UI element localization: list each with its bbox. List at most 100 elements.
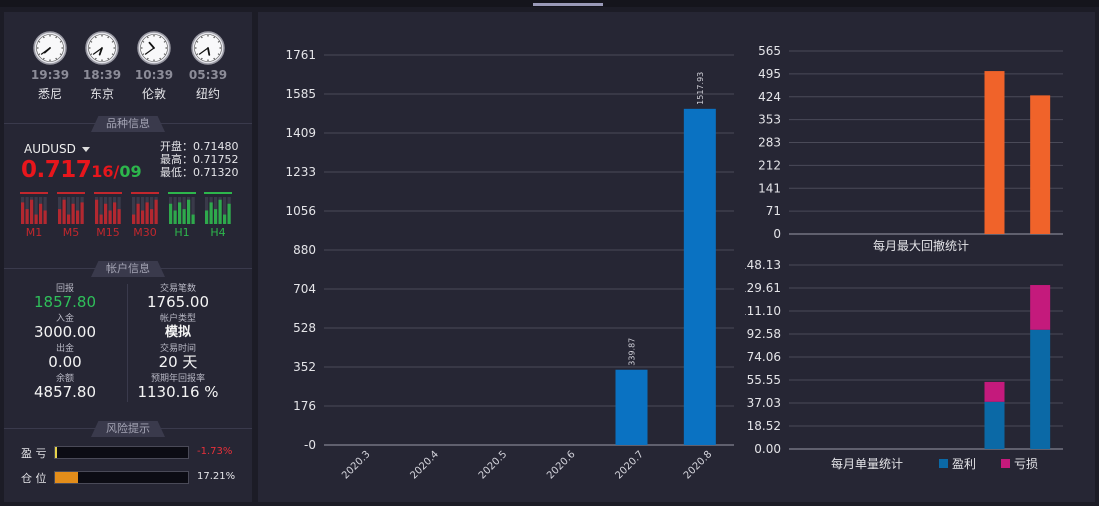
account-stat: 余额 4857.80 bbox=[9, 374, 121, 401]
bar bbox=[984, 71, 1005, 234]
clock-icon bbox=[33, 31, 67, 65]
clock-city: 东京 bbox=[89, 87, 114, 101]
clock-tick bbox=[147, 36, 149, 39]
signal-meter-graphic bbox=[57, 192, 85, 224]
meter-track bbox=[34, 197, 38, 224]
y-tick-label: 55.55 bbox=[747, 373, 781, 387]
meter-level bbox=[218, 199, 222, 224]
ohl-panel: 开盘：0.71480 最高：0.71752 最低：0.71320 bbox=[160, 140, 239, 179]
info-sidebar: 19:39 悉尼 18:39 东京 10:39 伦敦 05:39 纽约 品种信息… bbox=[4, 12, 252, 502]
max-drawdown-chart: 0 71 141 212 283 353 424 495 565 每月最大回撤统计 bbox=[758, 44, 1063, 253]
risk-bar bbox=[54, 446, 189, 459]
bar-盈利 bbox=[1030, 329, 1051, 449]
x-tick-label: 2020.8 bbox=[682, 449, 715, 482]
account-stat: 出金 0.00 bbox=[9, 344, 121, 371]
signal-bars-icon bbox=[167, 192, 197, 224]
meter-level bbox=[30, 199, 34, 224]
section-title-symbol: 品种信息 bbox=[91, 116, 165, 132]
timeframe-meter[interactable]: M1 bbox=[19, 192, 49, 239]
clock-city: 伦敦 bbox=[141, 87, 166, 101]
meter-level bbox=[227, 203, 231, 224]
symbol-selector[interactable]: AUDUSD bbox=[24, 142, 90, 156]
clock-tick bbox=[159, 57, 161, 60]
meter-level bbox=[223, 214, 227, 224]
y-tick-label: 1409 bbox=[285, 126, 316, 140]
chart-title: 每月最大回撤统计 bbox=[873, 238, 969, 253]
clock-hour-hand bbox=[98, 47, 103, 56]
meter-level bbox=[182, 209, 186, 224]
y-tick-label: 111.10 bbox=[745, 304, 781, 318]
clock-tick bbox=[201, 36, 203, 39]
meter-level bbox=[43, 210, 47, 224]
y-tick-label: 1761 bbox=[285, 48, 316, 62]
account-stat: 交易时间 20 天 bbox=[122, 344, 234, 371]
clock-tick bbox=[43, 36, 45, 39]
timeframe-meter[interactable]: H4 bbox=[203, 192, 233, 239]
signal-bars-icon bbox=[130, 192, 160, 224]
clock-time: 05:39 bbox=[188, 68, 228, 82]
risk-value: 17.21% bbox=[197, 471, 236, 482]
chart-title: 每月单量统计 bbox=[831, 456, 903, 471]
meter-top-line bbox=[131, 192, 159, 194]
y-tick-label: 528 bbox=[293, 321, 316, 335]
y-tick-label: 352 bbox=[293, 360, 316, 374]
timeframe-meter[interactable]: M15 bbox=[93, 192, 123, 239]
account-stat: 交易笔数 1765.00 bbox=[122, 284, 234, 311]
risk-bar-fill bbox=[55, 447, 58, 458]
timeframe-meter[interactable]: H1 bbox=[167, 192, 197, 239]
clock-tick bbox=[59, 53, 62, 55]
meter-top-line bbox=[204, 192, 232, 194]
meter-level bbox=[108, 210, 112, 224]
meter-level bbox=[58, 209, 62, 224]
bar bbox=[615, 369, 648, 445]
price-sub2: 09 bbox=[119, 162, 142, 181]
clock-tick bbox=[38, 53, 41, 55]
clock-tick bbox=[201, 57, 203, 60]
signal-meter-graphic bbox=[131, 192, 159, 224]
meter-level bbox=[173, 210, 177, 224]
clock-tick bbox=[217, 53, 220, 55]
meter-level bbox=[150, 209, 154, 224]
clock-tick bbox=[95, 36, 97, 39]
bar bbox=[683, 108, 716, 445]
meter-level bbox=[25, 209, 29, 224]
monthly-order-chart: 0.00 18.52 37.03 55.55 74.06 92.58 111.10 129.6… bbox=[745, 258, 1063, 471]
account-stat-label: 回报 bbox=[55, 284, 74, 294]
price-display: 0.71716/09 bbox=[21, 157, 142, 183]
timeframe-meter[interactable]: M30 bbox=[130, 192, 160, 239]
y-tick-label: -0 bbox=[304, 438, 316, 452]
meter-track bbox=[99, 197, 103, 224]
timeframe-label: M15 bbox=[96, 226, 120, 239]
risk-label: 盈 亏 bbox=[21, 447, 47, 460]
clock-tick bbox=[163, 41, 166, 43]
y-tick-label: 71 bbox=[766, 204, 781, 218]
bar-盈利 bbox=[984, 401, 1005, 449]
clock-icon bbox=[137, 31, 171, 65]
open-price: 开盘：0.71480 bbox=[160, 140, 239, 153]
signal-bars-icon bbox=[203, 192, 233, 224]
clock-tick bbox=[107, 57, 109, 60]
account-stat-value: 0.00 bbox=[48, 353, 82, 371]
clock-city: 纽约 bbox=[195, 87, 220, 101]
signal-meter-graphic bbox=[94, 192, 122, 224]
clock-tick bbox=[38, 41, 41, 43]
price-separator: / bbox=[113, 162, 120, 181]
clock-time: 10:39 bbox=[134, 68, 174, 82]
account-stat-label: 交易笔数 bbox=[159, 284, 196, 294]
meter-level bbox=[113, 202, 117, 224]
meter-level bbox=[187, 199, 191, 224]
signal-bars-icon bbox=[93, 192, 123, 224]
clock-hour-hand bbox=[207, 47, 211, 56]
clock-tick bbox=[217, 41, 220, 43]
y-tick-label: 129.61 bbox=[745, 281, 781, 295]
account-stat-value: 4857.80 bbox=[33, 383, 97, 401]
meter-top-line bbox=[20, 192, 48, 194]
clock-time: 18:39 bbox=[82, 68, 122, 82]
timeframe-meter[interactable]: M5 bbox=[56, 192, 86, 239]
risk-bar-fill bbox=[55, 472, 78, 483]
clock-tick bbox=[43, 57, 45, 60]
clock-icon bbox=[85, 31, 119, 65]
timeframe-label: H1 bbox=[174, 226, 190, 239]
account-stat-value: 20 天 bbox=[158, 353, 198, 371]
account-stat-label: 余额 bbox=[55, 374, 74, 384]
